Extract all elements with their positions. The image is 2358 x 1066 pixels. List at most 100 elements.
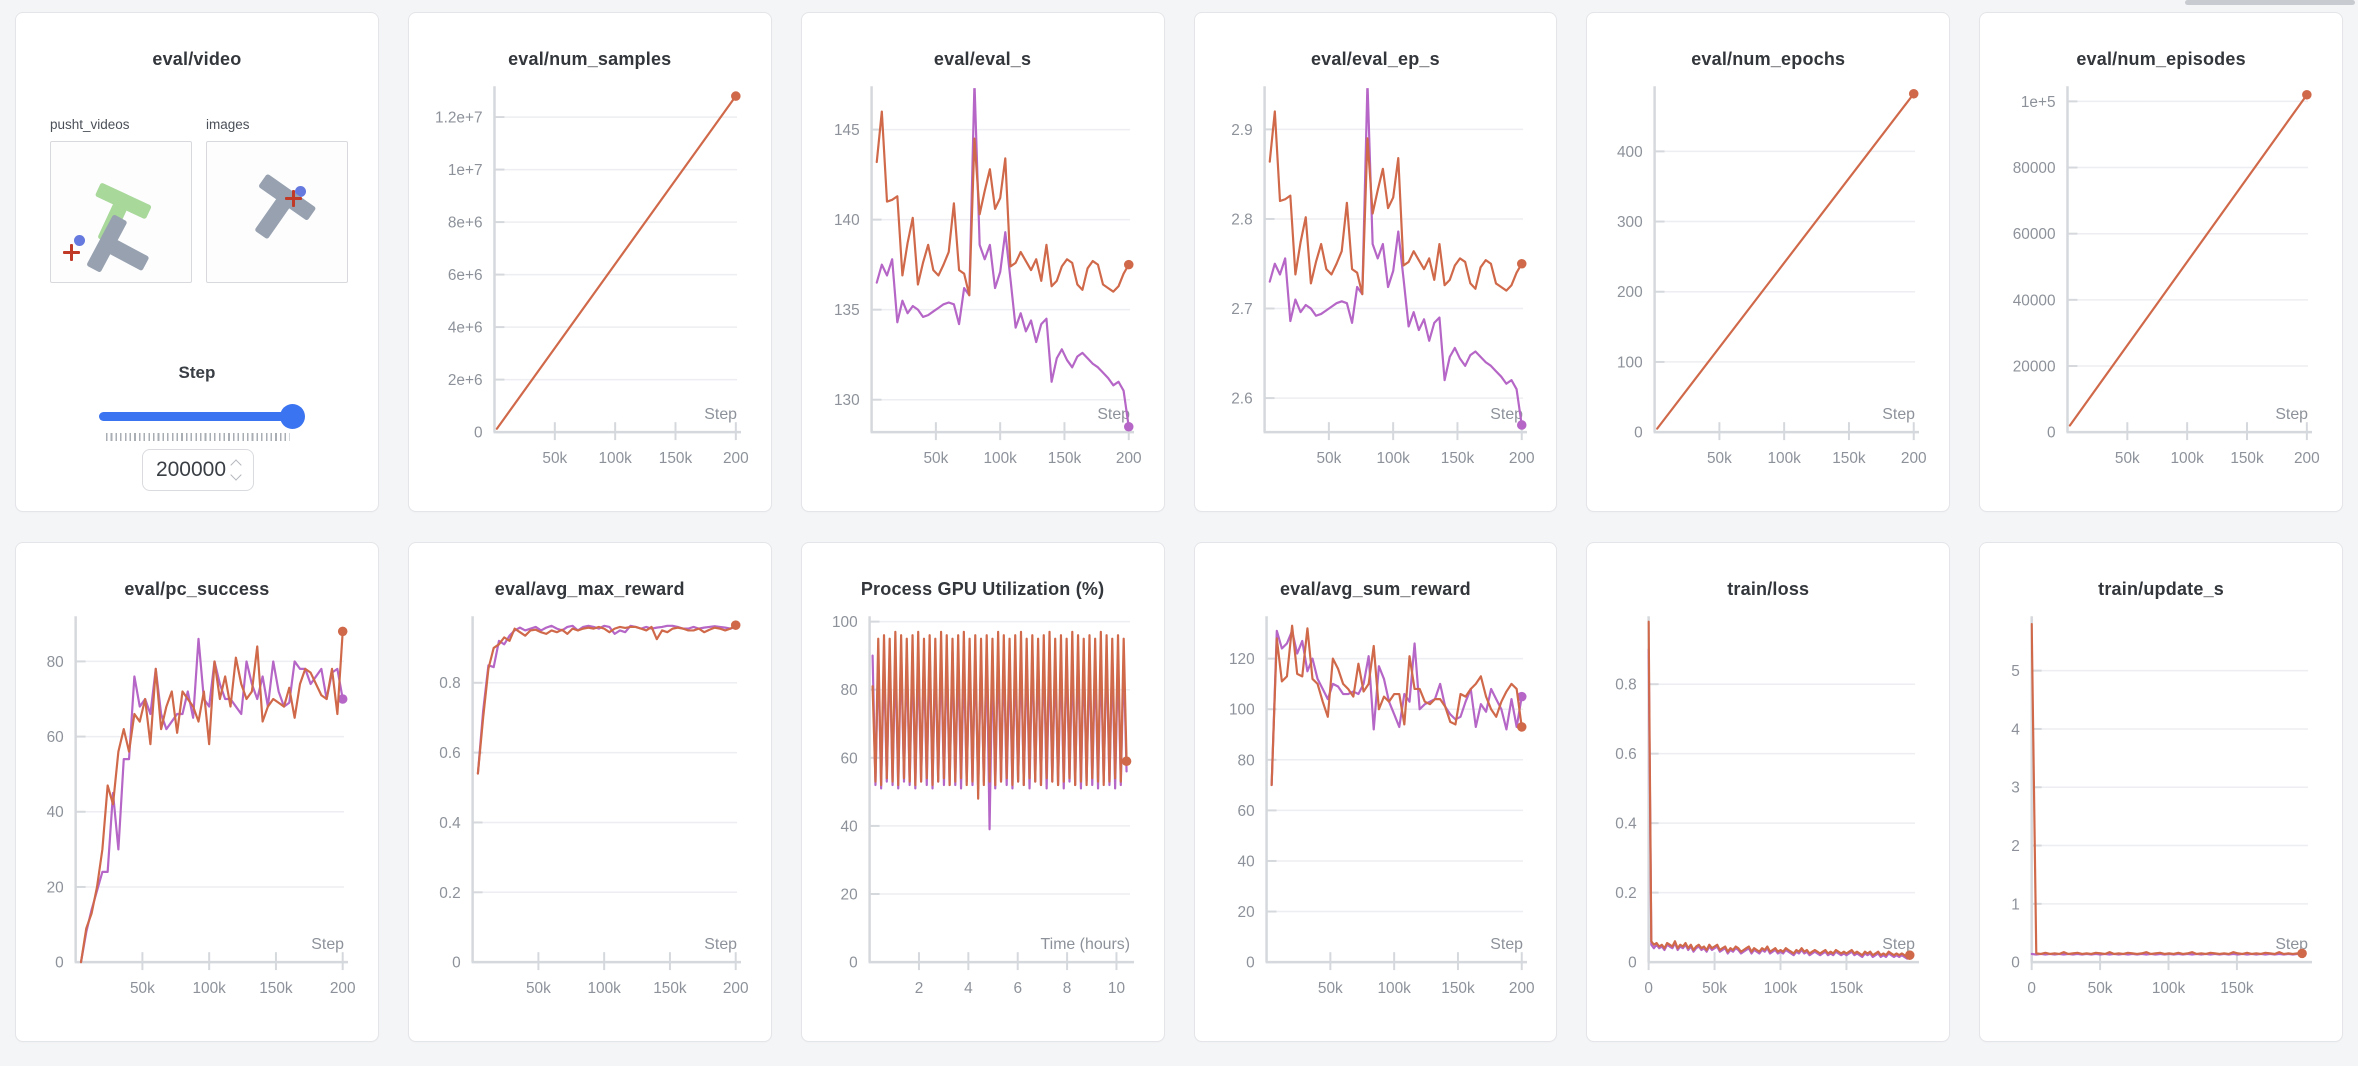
chart-eval-eval-ep-s[interactable]: 50k 100k 150k 200 2.6 2.7 2.8 2.9 Step xyxy=(1195,81,1557,491)
svg-text:0.8: 0.8 xyxy=(1616,677,1637,694)
series-endpoint-run-orange xyxy=(2302,90,2312,100)
svg-text:60: 60 xyxy=(47,729,64,746)
chart-title-eval-avg-max-reward: eval/avg_max_reward xyxy=(494,579,685,599)
svg-text:0: 0 xyxy=(1628,955,1637,972)
svg-text:130: 130 xyxy=(834,392,860,409)
svg-text:40: 40 xyxy=(840,818,857,835)
horizontal-scrollbar[interactable] xyxy=(2185,0,2355,5)
svg-text:Step: Step xyxy=(1490,406,1523,423)
svg-text:4e+6: 4e+6 xyxy=(448,320,483,337)
svg-text:50k: 50k xyxy=(130,980,155,997)
svg-text:Step: Step xyxy=(704,936,737,953)
step-slider-label: Step xyxy=(178,363,216,382)
svg-text:40: 40 xyxy=(47,804,64,821)
step-input-value[interactable]: 200000 xyxy=(155,458,227,481)
svg-text:100k: 100k xyxy=(1764,980,1798,997)
chart-train-update-s[interactable]: 0 50k 100k 150k 0 1 2 3 4 5 Step xyxy=(1980,611,2342,1021)
svg-text:1e+7: 1e+7 xyxy=(448,162,483,179)
svg-text:Step: Step xyxy=(1883,406,1916,423)
svg-text:200: 200 xyxy=(723,980,749,997)
series-run-orange xyxy=(875,110,1130,297)
svg-text:0.2: 0.2 xyxy=(1616,885,1637,902)
decrement-button[interactable] xyxy=(230,469,242,481)
panel-eval-eval-ep-s: eval/eval_ep_s 50k 100k 150k 200 2.6 2.7 2.8 2.9… xyxy=(1193,12,1558,512)
svg-text:0: 0 xyxy=(474,425,483,442)
series-endpoint-run-orange xyxy=(1123,259,1134,270)
svg-text:8: 8 xyxy=(1062,980,1071,997)
svg-text:150k: 150k xyxy=(1441,980,1475,997)
chart-eval-avg-sum-reward[interactable]: 50k 100k 150k 200 0 20 40 60 80 100 120 Step xyxy=(1195,611,1557,1021)
chart-train-loss[interactable]: 0 50k 100k 150k 0 0.2 0.4 0.6 0.8 Step xyxy=(1587,611,1949,1021)
video-thumbnail-pusht[interactable] xyxy=(50,141,192,283)
svg-text:0: 0 xyxy=(452,955,461,972)
svg-text:135: 135 xyxy=(834,302,860,319)
svg-text:6: 6 xyxy=(1013,980,1022,997)
svg-text:0.6: 0.6 xyxy=(1616,746,1637,763)
svg-text:2.8: 2.8 xyxy=(1231,211,1252,228)
svg-text:150k: 150k xyxy=(2230,450,2264,467)
panel-process-gpu-utilization: Process GPU Utilization (%) 2 4 6 8 10 0 20 40 60… xyxy=(800,542,1165,1042)
svg-text:0: 0 xyxy=(2028,980,2037,997)
panel-eval-video: eval/video pusht_videos images xyxy=(15,12,379,512)
svg-text:2: 2 xyxy=(914,980,923,997)
series-run-orange xyxy=(1268,110,1523,296)
svg-text:150k: 150k xyxy=(1833,450,1867,467)
svg-text:120: 120 xyxy=(1228,651,1254,668)
svg-text:1e+5: 1e+5 xyxy=(2021,94,2056,111)
pusht-block-t-icon xyxy=(234,173,318,256)
svg-text:400: 400 xyxy=(1617,144,1643,161)
series-endpoint-run-orange xyxy=(730,620,741,630)
series-endpoint-run-orange xyxy=(337,626,348,637)
series-run-purple xyxy=(1647,648,1912,960)
target-cross-icon xyxy=(63,244,80,261)
svg-text:Time (hours): Time (hours) xyxy=(1040,936,1129,953)
stepper-arrows xyxy=(230,459,242,481)
svg-text:Step: Step xyxy=(1490,936,1523,953)
svg-text:150k: 150k xyxy=(1440,450,1474,467)
chart-eval-num-epochs[interactable]: 50k 100k 150k 200 0 100 200 300 400 Step xyxy=(1587,81,1949,491)
panel-title-eval-video: eval/video xyxy=(152,49,242,69)
svg-text:60: 60 xyxy=(1237,803,1254,820)
chart-eval-eval-s[interactable]: 50k 100k 150k 200 130 135 140 145 Step xyxy=(802,81,1164,491)
svg-text:140: 140 xyxy=(834,212,860,229)
svg-text:100k: 100k xyxy=(1377,980,1411,997)
panel-eval-num-episodes: eval/num_episodes 50k 100k 150k 200 0 20000 400… xyxy=(1979,12,2343,512)
chart-eval-avg-max-reward[interactable]: 50k 100k 150k 200 0 0.2 0.4 0.6 0.8 Step xyxy=(409,611,771,1021)
svg-text:4: 4 xyxy=(2011,721,2020,738)
svg-text:50k: 50k xyxy=(1317,980,1342,997)
step-slider[interactable] xyxy=(99,404,305,429)
svg-text:0: 0 xyxy=(1246,955,1255,972)
chart-eval-num-samples[interactable]: 50k 100k 150k 200 0 2e+6 4e+6 6e+6 8e+6 1e+7 1.2e+… xyxy=(409,81,771,491)
svg-text:Step: Step xyxy=(2275,936,2308,953)
svg-text:200: 200 xyxy=(1508,450,1534,467)
series-endpoint-run-orange xyxy=(1516,258,1527,269)
chart-eval-num-episodes[interactable]: 50k 100k 150k 200 0 20000 40000 60000 80000 1e+5 S… xyxy=(1980,81,2342,491)
svg-text:2.6: 2.6 xyxy=(1231,391,1252,408)
svg-text:150k: 150k xyxy=(659,450,693,467)
series-run-orange xyxy=(495,94,737,430)
slider-thumb[interactable] xyxy=(280,404,305,429)
svg-text:3: 3 xyxy=(2011,780,2020,797)
svg-text:0.2: 0.2 xyxy=(439,885,460,902)
step-input[interactable]: 200000 xyxy=(142,449,254,491)
chart-eval-pc-success[interactable]: 50k 100k 150k 200 0 20 40 60 80 Step xyxy=(16,611,378,1021)
series-run-purple xyxy=(875,88,1130,428)
svg-text:50k: 50k xyxy=(2115,450,2140,467)
panel-eval-avg-max-reward: eval/avg_max_reward 50k 100k 150k 200 0 0.2 0.4… xyxy=(407,542,772,1042)
series-run-purple xyxy=(476,624,737,775)
svg-text:20: 20 xyxy=(47,879,64,896)
slider-track[interactable] xyxy=(99,404,305,429)
svg-text:0: 0 xyxy=(2047,425,2056,442)
image-thumbnail[interactable] xyxy=(206,141,348,283)
svg-text:80: 80 xyxy=(1237,752,1254,769)
svg-text:200: 200 xyxy=(1508,980,1534,997)
svg-text:0: 0 xyxy=(849,955,858,972)
svg-text:60000: 60000 xyxy=(2013,226,2056,243)
svg-text:100k: 100k xyxy=(598,450,632,467)
svg-text:6e+6: 6e+6 xyxy=(448,267,483,284)
video-key-label: pusht_videos xyxy=(50,117,130,132)
svg-text:300: 300 xyxy=(1617,214,1643,231)
series-run-orange xyxy=(1656,92,1916,430)
svg-text:0: 0 xyxy=(1634,425,1643,442)
